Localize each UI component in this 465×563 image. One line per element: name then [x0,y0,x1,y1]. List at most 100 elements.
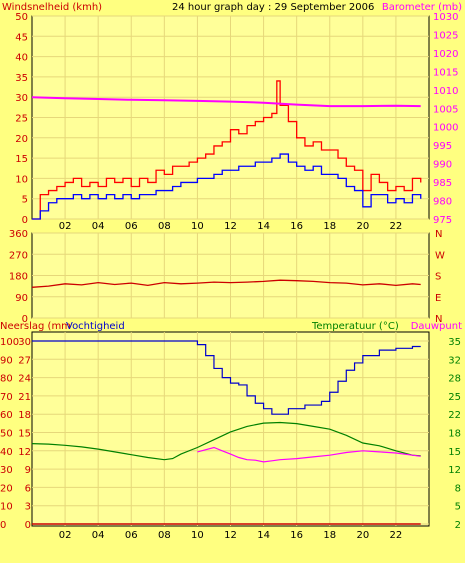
barometer-tick-label: 1015 [433,67,458,78]
wind-x-tick-label: 06 [125,221,138,232]
humidity-tick-label: 60 [0,410,13,421]
axis-ticks: 02 04 06 08 10 12 14 16 18 20 22051015202530354045… [0,12,461,541]
barometer-tick-label: 1025 [433,30,458,41]
wind-direction-line [31,279,421,288]
humidity-tick-label: 20 [0,483,13,494]
humidity-tick-label: 30 [0,465,13,476]
wind-y-tick-label: 50 [15,12,28,23]
humidity-axis-label: Vochtigheid [66,321,125,332]
direction-tick-label: 270 [9,250,28,261]
wind-y-tick-label: 5 [22,195,28,206]
humidity-tick-label: 10 [0,502,13,513]
rain-tick-label: 24 [18,374,31,385]
wind-y-tick-label: 20 [15,134,28,145]
barometer-tick-label: 1030 [433,12,458,23]
barometer-tick-label: 1000 [433,123,458,134]
barometer-line [31,96,421,108]
wind-x-tick-label: 22 [390,221,403,232]
compass-label: W [435,250,445,261]
humidity-x-tick-label: 14 [257,530,270,541]
direction-tick-label: 180 [9,272,28,283]
humidity-x-tick-label: 08 [158,530,171,541]
humidity-x-tick-label: 18 [323,530,336,541]
compass-label: E [435,293,441,304]
compass-label: N [435,229,442,240]
humidity-tick-label: 40 [0,447,13,458]
chart-title: 24 hour graph day : 29 September 2006 [172,2,374,13]
rain-tick-label: 12 [18,447,31,458]
humidity-x-tick-label: 02 [59,530,72,541]
barometer-tick-label: 995 [433,141,452,152]
humidity-tick-label: 80 [0,374,13,385]
rain-tick-label: 0 [25,520,31,531]
temperature-tick-label: 12 [448,465,461,476]
wind-y-tick-label: 0 [22,215,28,226]
barometer-tick-label: 1010 [433,86,458,97]
barometer-tick-label: 1020 [433,49,458,60]
rain-tick-label: 6 [25,483,31,494]
temperature-tick-label: 8 [455,483,461,494]
wind-y-tick-label: 15 [15,154,28,165]
wind-x-tick-label: 02 [59,221,72,232]
temperature-tick-label: 25 [448,392,461,403]
humidity-x-tick-label: 10 [191,530,204,541]
wind-y-tick-label: 25 [15,114,28,125]
wind-x-tick-label: 20 [356,221,369,232]
temperature-tick-label: 28 [448,374,461,385]
humidity-x-tick-label: 16 [290,530,303,541]
temperature-tick-label: 32 [448,355,461,366]
wind-y-tick-label: 45 [15,32,28,43]
compass-label: S [435,272,441,283]
wind-x-tick-label: 08 [158,221,171,232]
rain-tick-label: 30 [18,337,31,348]
wind-y-tick-label: 30 [15,93,28,104]
temperature-tick-label: 18 [448,429,461,440]
wind-axis-label: Windsnelheid (kmh) [2,2,102,13]
humidity-line [32,340,421,415]
wind-y-tick-label: 10 [15,174,28,185]
humidity-tick-label: 0 [0,520,6,531]
temperature-tick-label: 35 [448,337,461,348]
rain-tick-label: 9 [25,465,31,476]
barometer-tick-label: 1005 [433,104,458,115]
humidity-x-tick-label: 12 [224,530,237,541]
barometer-tick-label: 980 [433,197,452,208]
dewpoint-line [197,446,421,463]
wind-x-tick-label: 16 [290,221,303,232]
barometer-tick-label: 975 [433,215,452,226]
barometer-tick-label: 985 [433,178,452,189]
humidity-tick-label: 100 [0,337,19,348]
wind-x-tick-label: 12 [224,221,237,232]
rain-tick-label: 21 [18,392,31,403]
wind-gust-line [32,80,422,220]
rain-tick-label: 27 [18,355,31,366]
temperature-tick-label: 2 [455,520,461,531]
temperature-tick-label: 5 [455,502,461,513]
rain-axis-label: Neerslag (mm [0,321,71,332]
wind-x-tick-label: 04 [92,221,105,232]
direction-tick-label: 90 [15,293,28,304]
wind-x-tick-label: 18 [323,221,336,232]
barometer-axis-label: Barometer (mb) [382,2,462,13]
temperature-line [31,421,421,461]
humidity-tick-label: 70 [0,392,13,403]
rain-tick-label: 18 [18,410,31,421]
wind-x-tick-label: 14 [257,221,270,232]
direction-grid [32,232,429,319]
wind-y-tick-label: 40 [15,53,28,64]
direction-tick-label: 0 [22,314,28,325]
temperature-tick-label: 15 [448,447,461,458]
temperature-tick-label: 22 [448,410,461,421]
humidity-x-tick-label: 20 [356,530,369,541]
humidity-x-tick-label: 06 [125,530,138,541]
series-lines [31,80,422,525]
rain-tick-label: 3 [25,502,31,513]
direction-tick-label: 360 [9,229,28,240]
dewpoint-axis-label: Dauwpunt [411,321,462,332]
humidity-tick-label: 50 [0,429,13,440]
wind-y-tick-label: 35 [15,73,28,84]
humidity-tick-label: 90 [0,355,13,366]
humidity-x-tick-label: 22 [390,530,403,541]
barometer-tick-label: 990 [433,160,452,171]
